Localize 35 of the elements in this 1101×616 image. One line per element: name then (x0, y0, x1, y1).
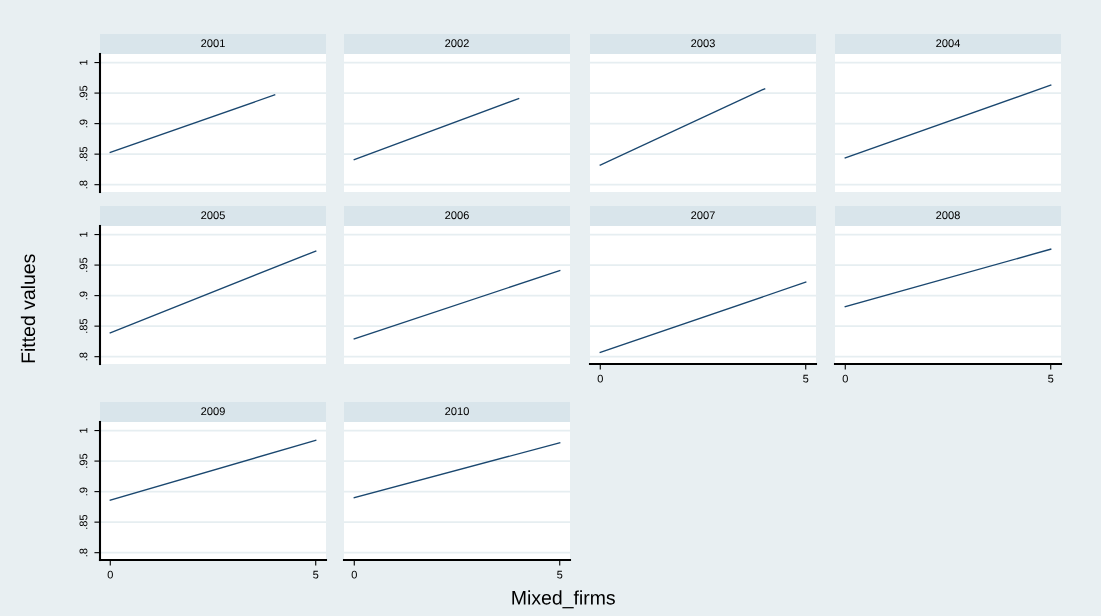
x-tick-label: 0 (597, 374, 603, 383)
chart-title: 2003 (691, 39, 715, 48)
x-tick-label: 5 (313, 570, 319, 579)
chart-title: 2005 (201, 211, 225, 220)
y-tick-label: .9 (79, 119, 88, 128)
y-tick-label: .9 (79, 291, 88, 300)
y-tick-label: .8 (79, 352, 88, 361)
y-tick-label: 1 (79, 428, 88, 433)
y-tick-label: .8 (79, 548, 88, 557)
y-tick-label: .95 (79, 257, 88, 272)
y-tick-label: .95 (79, 453, 88, 468)
x-tick-label: 0 (107, 570, 113, 579)
y-tick-label: .95 (79, 85, 88, 100)
y-tick-label: .85 (79, 514, 88, 529)
chart-title: 2001 (201, 39, 225, 48)
y-tick-label: .8 (79, 180, 88, 189)
x-tick-label: 5 (803, 374, 809, 383)
chart-title: 2004 (936, 39, 961, 48)
x-tick-label: 5 (1048, 374, 1054, 383)
y-tick-label: 1 (79, 232, 88, 237)
chart-title: 2009 (201, 407, 225, 416)
chart-title: 2006 (445, 211, 469, 220)
chart-title: 2008 (936, 211, 960, 220)
x-tick-label: 5 (557, 570, 563, 579)
x-tick-label: 0 (842, 374, 848, 383)
y-tick-label: 1 (79, 60, 88, 65)
chart-title: 2002 (445, 39, 469, 48)
y-tick-label: .85 (79, 146, 88, 161)
x-tick-label: 0 (351, 570, 357, 579)
y-tick-label: .85 (79, 318, 88, 333)
x-axis-title: Mixed_firms (512, 590, 615, 609)
chart-title: 2010 (445, 407, 469, 416)
y-axis-title: Fitted values (20, 254, 36, 363)
chart-title: 2007 (691, 211, 715, 220)
y-tick-label: .9 (79, 487, 88, 496)
